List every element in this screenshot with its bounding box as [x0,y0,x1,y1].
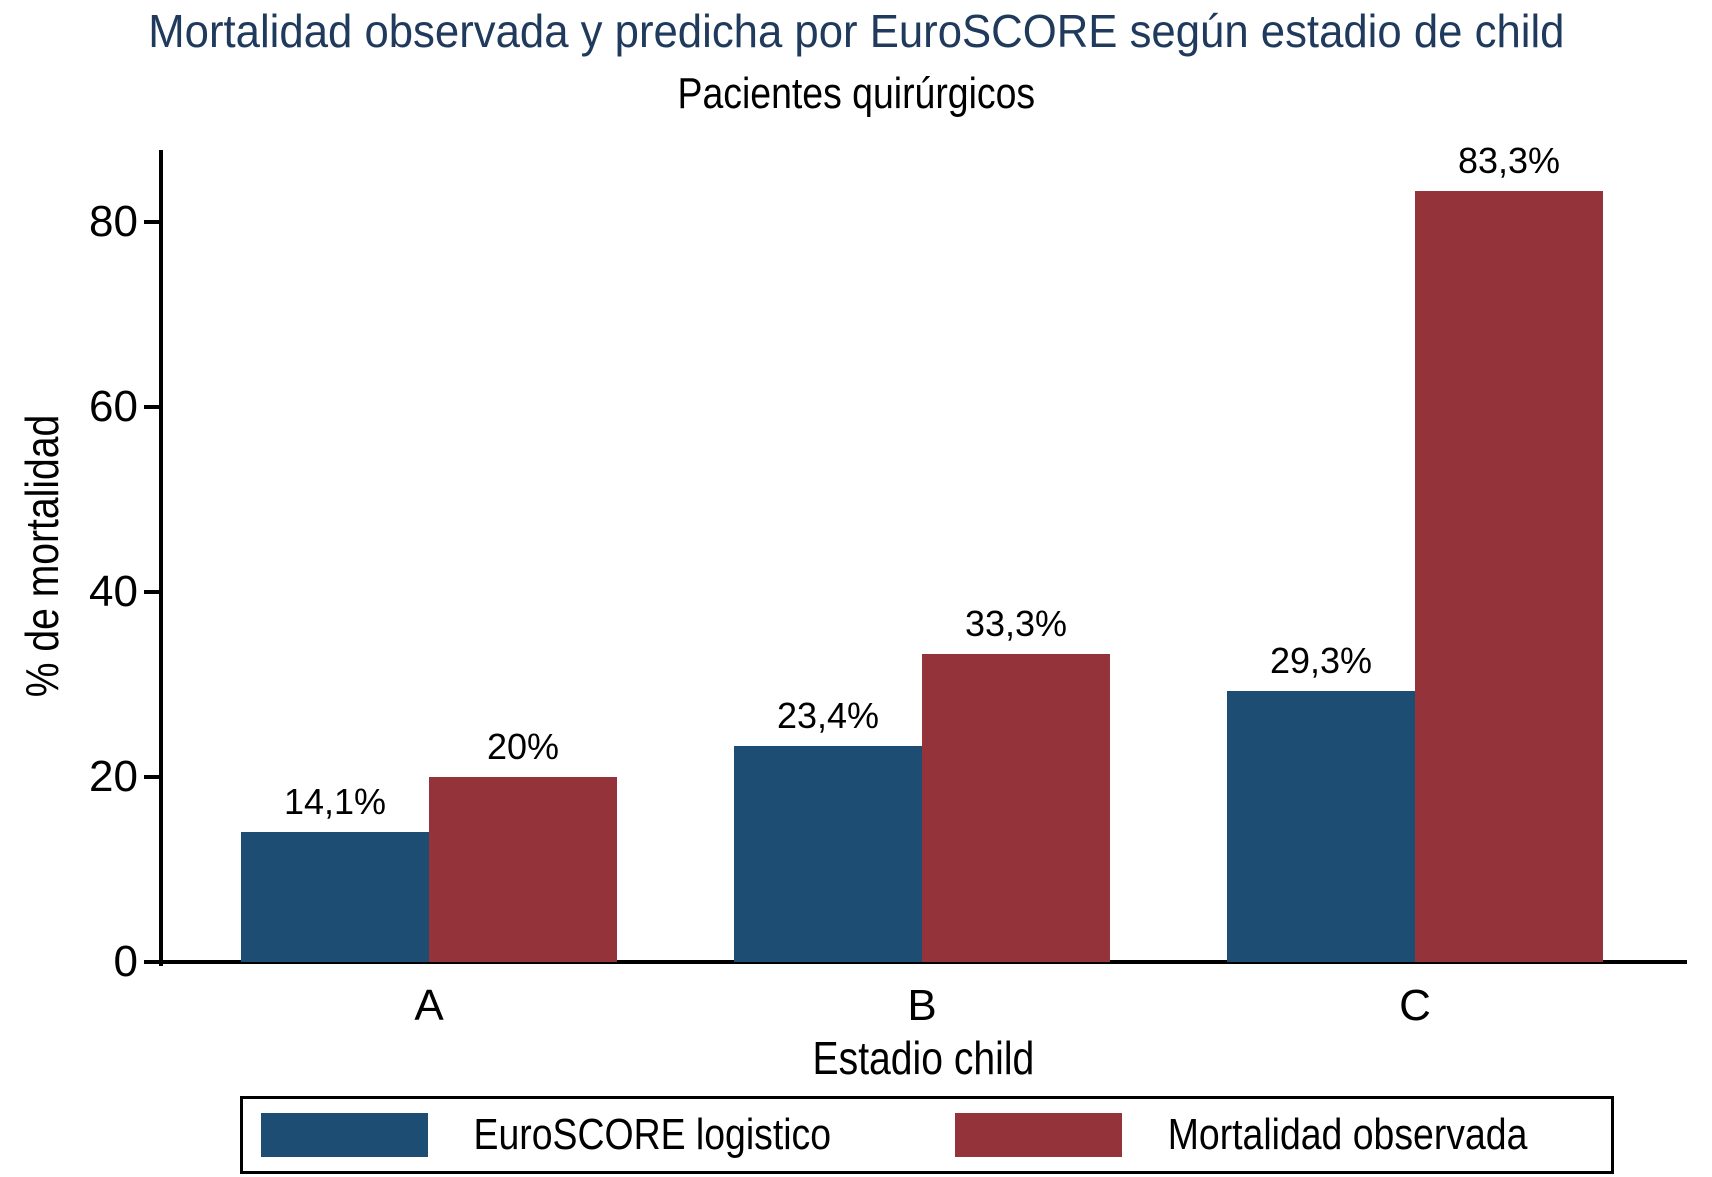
legend-swatch-observada [955,1113,1122,1157]
bar-euroscore-C [1227,691,1415,962]
bar-value-label: 29,3% [1269,640,1373,681]
bar-value-label: 14,1% [283,781,387,822]
bar-euroscore-A [241,832,429,962]
chart-subtitle: Pacientes quirúrgicos [677,69,1035,118]
bar-value-label: 23,4% [776,695,880,736]
category-label-A: A [414,981,444,1030]
legend-entry-euroscore: EuroSCORE logistico [261,1099,863,1171]
y-tick-mark [144,405,160,409]
y-tick-label: 80 [89,197,138,246]
bar-euroscore-B [734,746,922,962]
x-axis-line [159,960,1687,964]
bar-value-label: 83,3% [1457,140,1561,181]
y-axis-line [159,150,163,966]
legend-label-euroscore: EuroSCORE logistico [473,1110,832,1159]
y-tick-mark [144,775,160,779]
legend-swatch-euroscore [261,1113,428,1157]
x-axis-title: Estadio child [812,1032,1034,1084]
bar-observada-C [1415,191,1603,962]
legend-label-observada: Mortalidad observada [1167,1110,1528,1159]
y-tick-label: 0 [113,937,138,986]
category-label-B: B [907,981,937,1030]
legend: EuroSCORE logistico Mortalidad observada [240,1096,1614,1174]
bar-observada-B [922,654,1110,962]
bar-value-label: 20% [486,726,560,767]
y-tick-label: 60 [89,382,138,431]
y-tick-mark [144,960,160,964]
legend-entry-observada: Mortalidad observada [955,1099,1559,1171]
y-tick-label: 20 [89,752,138,801]
bar-observada-A [429,777,617,962]
chart-title: Mortalidad observada y predicha por Euro… [147,5,1565,57]
bar-value-label: 33,3% [964,603,1068,644]
y-tick-mark [144,220,160,224]
y-tick-mark [144,590,160,594]
y-tick-label: 40 [89,567,138,616]
category-label-C: C [1399,981,1431,1030]
